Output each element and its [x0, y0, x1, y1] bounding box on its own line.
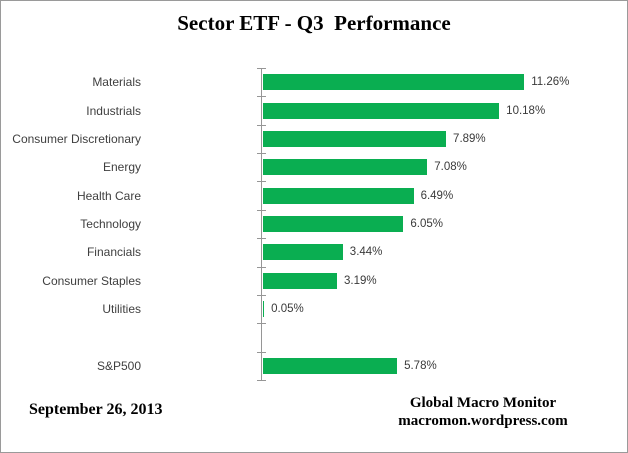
category-label: Energy: [102, 160, 141, 175]
bar: [263, 244, 343, 261]
bar: [263, 159, 428, 176]
axis-tick: [257, 266, 266, 268]
category-label: S&P500: [96, 358, 141, 373]
category-label: Utilities: [102, 302, 141, 317]
value-label: 0.05%: [271, 303, 304, 316]
value-label: 5.78%: [404, 359, 437, 372]
axis-tick: [257, 96, 266, 98]
bar: [263, 357, 398, 374]
axis-tick: [257, 351, 266, 353]
chart-row: Industrials 10.18%: [1, 96, 627, 124]
chart-row: Health Care 6.49%: [1, 181, 627, 209]
axis-tick: [257, 380, 266, 381]
chart-row: Materials 11.26%: [1, 68, 627, 96]
chart-row: Energy 7.08%: [1, 153, 627, 181]
axis-tick: [257, 181, 266, 183]
category-label: Materials: [92, 75, 141, 90]
chart-row: [1, 323, 627, 351]
category-label: Health Care: [76, 188, 141, 203]
bar: [263, 74, 525, 91]
value-label: 11.26%: [531, 76, 570, 89]
bar-rows: Materials 11.26% Industrials 10.18% Consumer…: [1, 68, 627, 380]
category-label: Consumer Discretionary: [12, 131, 141, 146]
chart-title: Sector ETF - Q3 Performance: [177, 11, 451, 35]
axis-tick: [257, 294, 266, 296]
footer-date: September 26, 2013: [29, 401, 163, 418]
value-label: 3.44%: [349, 246, 383, 259]
chart-row: Utilities 0.05%: [1, 295, 627, 323]
chart-row: Consumer Discretionary 7.89%: [1, 125, 627, 153]
category-label: Consumer Staples: [42, 273, 141, 288]
axis-tick: [257, 238, 266, 240]
value-label: 10.18%: [506, 104, 546, 117]
axis-tick: [257, 68, 266, 69]
brand-name: Global Macro Monitor: [409, 395, 557, 411]
chart-row: Technology 6.05%: [1, 210, 627, 238]
axis-tick: [257, 153, 266, 155]
brand-url: macromon.wordpress.com: [398, 413, 568, 430]
value-label: 7.08%: [434, 161, 467, 174]
value-label: 3.19%: [344, 274, 377, 287]
category-label: Technology: [80, 216, 141, 231]
bar: [263, 215, 404, 232]
axis-tick: [257, 209, 266, 211]
axis-tick: [257, 124, 266, 126]
bar: [263, 187, 414, 204]
value-label: 7.89%: [453, 132, 486, 145]
category-label: Industrials: [86, 103, 141, 118]
bar: [263, 130, 447, 147]
axis-tick: [257, 323, 266, 325]
bar: [263, 272, 337, 289]
bar: [263, 102, 500, 119]
chart-row: Financials 3.44%: [1, 238, 627, 266]
bar: [263, 301, 265, 318]
value-label: 6.49%: [420, 189, 454, 202]
chart-row: S&P500 5.78%: [1, 352, 627, 380]
plot-area: Materials 11.26% Industrials 10.18% Consumer…: [1, 68, 627, 381]
brand-block: Global Macro Monitor macromon.wordpress.…: [383, 394, 583, 431]
category-label: Financials: [86, 245, 141, 260]
chart-row: Consumer Staples 3.19%: [1, 267, 627, 295]
y-axis-line: [261, 68, 262, 380]
value-label: 6.05%: [410, 217, 443, 230]
